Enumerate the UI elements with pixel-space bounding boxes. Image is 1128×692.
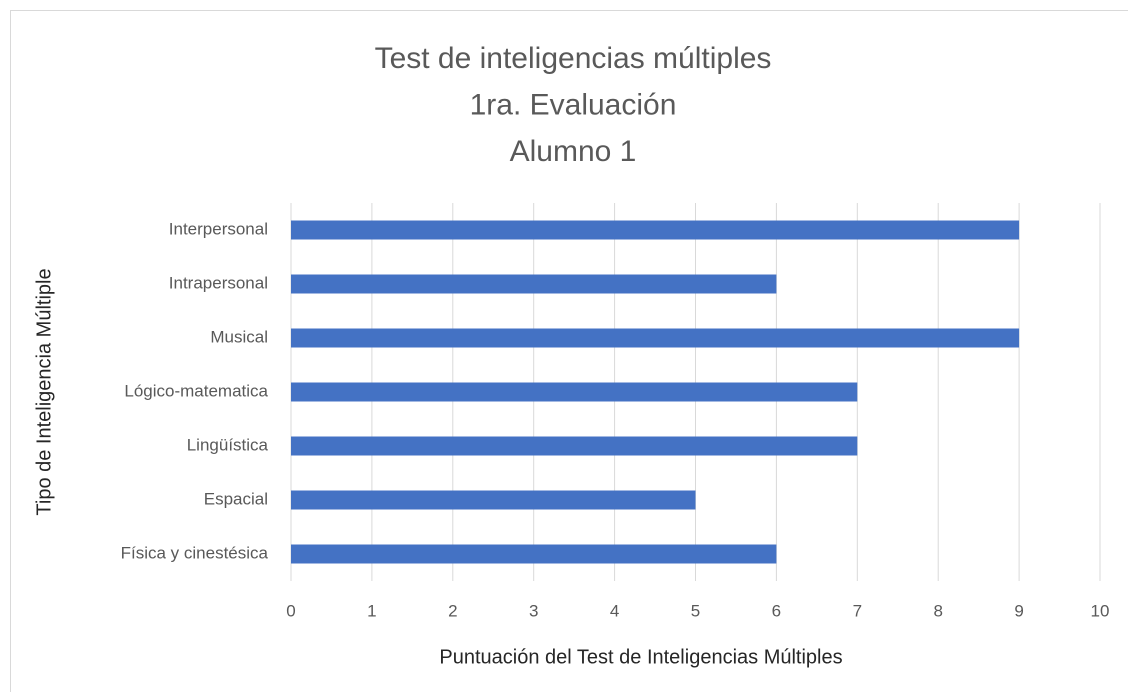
bar (291, 220, 1020, 240)
x-tick-label: 2 (448, 601, 457, 620)
x-tick-label: 7 (853, 601, 862, 620)
y-tick-label: Lógico-matematica (124, 381, 268, 400)
x-tick-label: 1 (367, 601, 376, 620)
y-tick-label: Lingüística (187, 435, 269, 454)
chart-title: Test de inteligencias múltiples (375, 42, 772, 75)
y-tick-label: Musical (210, 327, 268, 346)
x-tick-label: 0 (286, 601, 295, 620)
bar (291, 328, 1020, 348)
y-tick-label: Espacial (204, 489, 268, 508)
y-axis-title: Tipo de Inteligencia Múltiple (33, 268, 55, 515)
bar (291, 490, 696, 510)
bar (291, 274, 777, 294)
x-tick-label: 5 (691, 601, 700, 620)
x-tick-label: 6 (772, 601, 781, 620)
y-tick-label: Interpersonal (169, 219, 268, 238)
bar (291, 436, 858, 456)
x-tick-label: 10 (1091, 601, 1110, 620)
bar (291, 544, 777, 564)
x-tick-label: 8 (933, 601, 942, 620)
chart-title: 1ra. Evaluación (470, 88, 677, 121)
x-tick-label: 9 (1014, 601, 1023, 620)
x-tick-label: 4 (610, 601, 619, 620)
y-tick-label: Física y cinestésica (121, 543, 269, 562)
chart-title: Alumno 1 (510, 135, 637, 168)
x-axis-title: Puntuación del Test de Inteligencias Múl… (439, 646, 842, 668)
y-tick-label: Intrapersonal (169, 273, 268, 292)
chart-frame (10, 10, 1128, 692)
x-tick-label: 3 (529, 601, 538, 620)
bar (291, 382, 858, 402)
